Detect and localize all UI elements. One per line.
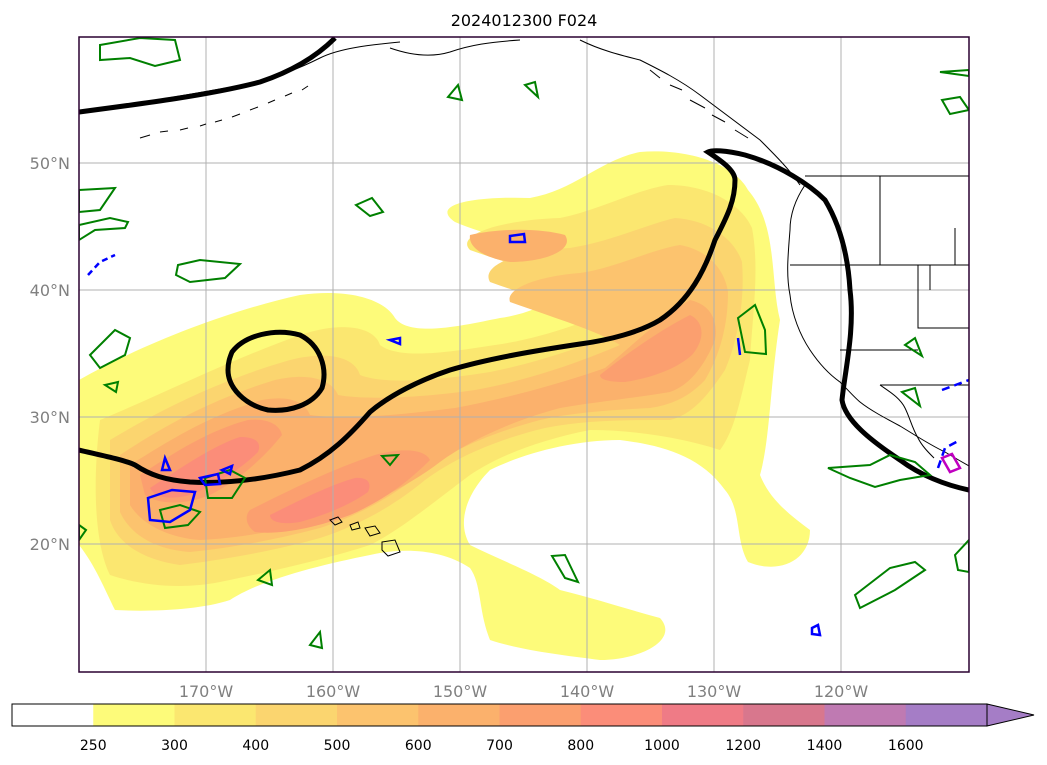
blue-contour-5 bbox=[508, 232, 527, 244]
lat-label-20: 20°N bbox=[30, 535, 70, 554]
colorbar-outline bbox=[11, 703, 988, 727]
green-contour-sm1 bbox=[102, 380, 120, 394]
colorbar-swatch bbox=[12, 704, 94, 726]
green-contour-nw bbox=[99, 37, 182, 68]
green-contour-sm3 bbox=[446, 82, 464, 102]
green-contour-sm8 bbox=[903, 336, 925, 359]
fill-level-800 bbox=[150, 437, 370, 524]
colorbar-tick-label: 300 bbox=[161, 738, 188, 754]
thick-contour-main-jet bbox=[79, 148, 969, 493]
green-contour-edge bbox=[79, 523, 88, 542]
lon-label-130w: 130°W bbox=[687, 682, 742, 701]
colorbar: 250 300 400 500 600 700 800 1000 1200 1400 1600 bbox=[11, 703, 1035, 754]
green-contour-se3 bbox=[953, 538, 969, 574]
se-alaska-coast bbox=[579, 39, 801, 186]
green-contour-s5 bbox=[158, 503, 202, 530]
green-contour-sm2 bbox=[354, 196, 385, 218]
fill-level-700 bbox=[140, 315, 702, 533]
longitude-labels: 170°W 160°W 150°W 140°W 130°W 120°W bbox=[179, 682, 869, 701]
green-contour-w2 bbox=[79, 216, 130, 242]
blue-contour-1 bbox=[146, 488, 197, 524]
colorbar-tick-label: 1000 bbox=[644, 738, 680, 754]
lon-label-120w: 120°W bbox=[814, 682, 869, 701]
blue-contour-6 bbox=[385, 336, 402, 346]
colorbar-extend-arrow bbox=[986, 703, 1035, 727]
map-frame bbox=[78, 36, 970, 673]
latitude-labels: 50°N 40°N 30°N 20°N bbox=[30, 154, 70, 554]
colorbar-swatch bbox=[662, 704, 744, 726]
green-contours bbox=[79, 37, 969, 650]
lon-label-150w: 150°W bbox=[433, 682, 488, 701]
lon-label-170w: 170°W bbox=[179, 682, 234, 701]
colorbar-swatch bbox=[824, 704, 907, 726]
colorbar-tick-label: 1200 bbox=[725, 738, 761, 754]
thick-contour-alaska bbox=[79, 37, 337, 115]
green-contour-w4 bbox=[88, 328, 132, 370]
lat-label-30: 30°N bbox=[30, 408, 70, 427]
filled-contours bbox=[79, 151, 810, 660]
colorbar-tick-label: 800 bbox=[567, 738, 594, 754]
contour-overlays bbox=[79, 37, 969, 650]
colorbar-swatch bbox=[174, 704, 257, 726]
green-contour-s1 bbox=[550, 553, 580, 584]
green-contour-s3 bbox=[308, 629, 324, 650]
lon-label-140w: 140°W bbox=[560, 682, 615, 701]
magenta-contour bbox=[940, 452, 962, 474]
colorbar-tick-label: 250 bbox=[80, 738, 107, 754]
green-contour-sm5 bbox=[940, 95, 969, 116]
green-contour-s2 bbox=[256, 568, 274, 587]
colorbar-tick-label: 1400 bbox=[807, 738, 843, 754]
green-contour-w1 bbox=[79, 186, 117, 214]
blue-contour-2 bbox=[197, 472, 222, 487]
colorbar-swatch bbox=[743, 704, 825, 726]
blue-dashed-contour-3 bbox=[87, 253, 116, 276]
thick-contour-closed-low bbox=[225, 329, 327, 413]
blue-contour-3 bbox=[160, 454, 172, 472]
graticule bbox=[79, 37, 969, 672]
green-contour-s6 bbox=[379, 453, 401, 467]
colorbar-tick-label: 600 bbox=[405, 738, 432, 754]
blue-dashed-contour-2 bbox=[936, 438, 961, 469]
colorbar-swatches bbox=[12, 704, 988, 726]
colorbar-swatch bbox=[499, 704, 582, 726]
green-contour-sm9 bbox=[899, 386, 922, 409]
lat-label-40: 40°N bbox=[30, 281, 70, 300]
coastlines bbox=[79, 39, 969, 557]
green-contour-sm7 bbox=[736, 303, 768, 356]
baja-coast bbox=[879, 384, 935, 459]
green-contour-w3 bbox=[174, 258, 243, 284]
colorbar-swatch bbox=[418, 704, 500, 726]
colorbar-tick-labels: 250 300 400 500 600 700 800 1000 1200 1400 1600 bbox=[80, 738, 924, 754]
blue-contour-4 bbox=[218, 463, 234, 476]
blue-contour-8 bbox=[736, 337, 742, 356]
green-contour-se1 bbox=[827, 453, 933, 489]
us-west-coast bbox=[787, 184, 969, 467]
figure-title: 2024012300 F024 bbox=[451, 11, 598, 30]
lat-label-50: 50°N bbox=[30, 154, 70, 173]
colorbar-swatch bbox=[255, 704, 338, 726]
colorbar-swatch bbox=[580, 704, 663, 726]
blue-dashed-contour-1 bbox=[941, 378, 969, 392]
hawaii-islands bbox=[329, 516, 401, 557]
colorbar-swatch bbox=[337, 704, 419, 726]
blue-contours bbox=[87, 232, 969, 637]
state-borders bbox=[790, 176, 969, 386]
lon-label-160w: 160°W bbox=[306, 682, 361, 701]
colorbar-swatch bbox=[93, 704, 175, 726]
colorbar-tick-label: 400 bbox=[242, 738, 269, 754]
colorbar-tick-label: 700 bbox=[486, 738, 513, 754]
colorbar-tick-label: 500 bbox=[324, 738, 351, 754]
colorbar-tick-label: 1600 bbox=[888, 738, 924, 754]
green-contour-sm4 bbox=[523, 80, 540, 100]
fill-level-600 bbox=[130, 229, 716, 540]
blue-contour-7 bbox=[810, 623, 822, 637]
colorbar-swatch bbox=[905, 704, 988, 726]
green-contour-se2 bbox=[853, 560, 927, 610]
map-area bbox=[79, 37, 969, 672]
green-contour-sm6 bbox=[939, 68, 969, 78]
